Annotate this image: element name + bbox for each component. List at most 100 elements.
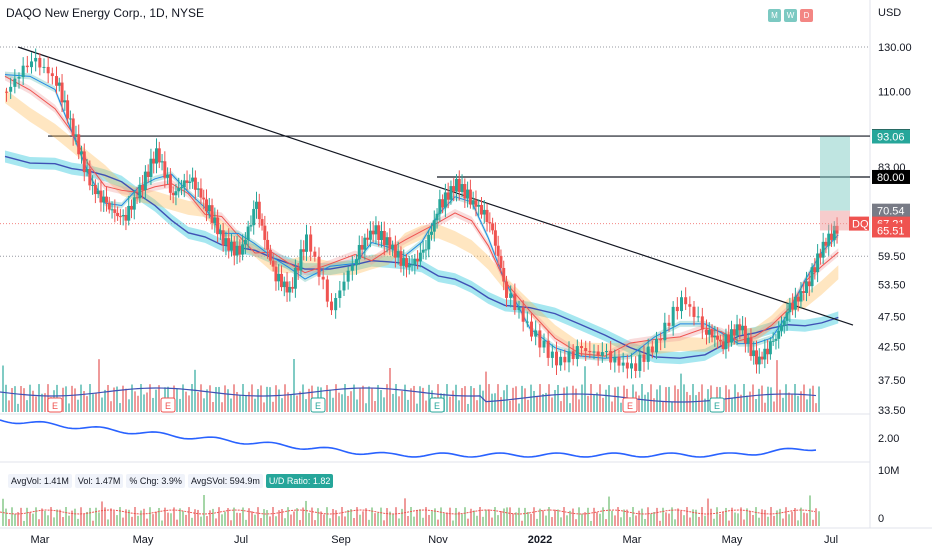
volume-bar (113, 387, 115, 412)
x-tick-label: Mar (623, 534, 642, 546)
candle-body (338, 290, 342, 299)
volume-bar (791, 394, 793, 412)
volume-bar (782, 397, 784, 412)
x-tick-label: Sep (331, 534, 351, 546)
volume-bar (593, 394, 595, 412)
volume-bar (383, 397, 385, 412)
volume-bar (815, 403, 817, 412)
lower-volume-bar (374, 513, 376, 526)
volume-bar (122, 385, 124, 412)
candle-body (777, 330, 781, 339)
volume-bar (539, 384, 541, 412)
lower-volume-bar (437, 519, 439, 526)
volume-bar (551, 397, 553, 412)
candle-body (724, 334, 728, 350)
badge-w[interactable]: W (784, 9, 797, 22)
lower-volume-bar (110, 508, 112, 526)
volume-bar (95, 392, 97, 412)
volume-bar (152, 397, 154, 412)
candle-body (684, 297, 688, 305)
volume-bar (800, 391, 802, 412)
lower-volume-bar (176, 519, 178, 526)
candle-body (268, 249, 272, 261)
candle-body (491, 223, 495, 231)
lower-volume-bar (143, 508, 145, 526)
lower-volume-bar (32, 513, 34, 526)
lower-volume-bar (722, 511, 724, 526)
lower-volume-bar (770, 507, 772, 526)
volume-bar (758, 388, 760, 412)
volume-bar (230, 398, 232, 412)
candle-body (827, 233, 831, 246)
price-tick-label: 37.50 (878, 375, 906, 387)
candle-body (493, 230, 497, 246)
volume-bar (365, 403, 367, 412)
lower-volume-bar (74, 508, 76, 526)
lower-volume-bar (71, 510, 73, 526)
candle-body (207, 205, 211, 212)
candle-body (642, 354, 646, 362)
volume-bar (743, 384, 745, 412)
lower-volume-bar (77, 518, 79, 526)
candle-body (93, 184, 97, 195)
badge-d[interactable]: D (800, 9, 813, 22)
volume-bar (26, 400, 28, 412)
candle-body (757, 356, 761, 365)
candle-body (196, 188, 200, 190)
candle-body (741, 325, 745, 331)
lower-volume-bar (419, 509, 421, 526)
lower-volume-bar (131, 516, 133, 526)
lower-volume-bar (455, 507, 457, 526)
candle-body (402, 258, 406, 266)
volume-bar (611, 401, 613, 412)
trendline (17, 46, 854, 326)
lower-volume-bar (509, 507, 511, 526)
volume-bar (299, 391, 301, 412)
candle-body (302, 249, 306, 252)
lower-volume-bar (320, 511, 322, 526)
volume-bar (812, 385, 814, 412)
candle-body (413, 258, 417, 265)
lower-volume-bar (470, 508, 472, 526)
candle-body (405, 258, 408, 268)
candle-body (191, 177, 195, 182)
candle-body (802, 291, 806, 294)
lower-volume-bar (575, 519, 577, 526)
lower-volume-bar (425, 507, 427, 526)
volume-average-line (0, 387, 817, 403)
badge-m[interactable]: M (768, 9, 781, 22)
candle-body (218, 230, 222, 235)
candle-body (559, 356, 563, 366)
volume-bar (371, 387, 373, 412)
lower-volume-bar (293, 511, 295, 526)
candle-body (66, 100, 70, 119)
price-tick-label: 33.50 (878, 405, 906, 417)
candle-body (325, 279, 329, 302)
lower-volume-bar (158, 507, 160, 526)
volume-bar (518, 403, 520, 412)
candle-body (746, 337, 750, 344)
volume-bar (773, 401, 775, 412)
earnings-marker-label: E (52, 401, 58, 411)
candle-body (521, 307, 525, 322)
lower-volume-bar (422, 517, 424, 526)
lower-volume-bar (314, 520, 316, 526)
volume-bar (89, 384, 91, 412)
volume-bar (767, 386, 769, 412)
lower-volume-bar (755, 507, 757, 526)
stat-ud-ratio: U/D Ratio: 1.82 (265, 474, 334, 488)
candle-body (446, 192, 450, 200)
volume-bar (704, 398, 706, 412)
candle-body (143, 171, 147, 191)
lower-volume-bar (620, 517, 622, 526)
volume-bar (185, 391, 187, 412)
lower-volume-bar (203, 495, 205, 526)
earnings-marker (47, 397, 63, 413)
timeframe-badges[interactable]: M W D (768, 9, 813, 22)
candle-body (813, 267, 817, 273)
candle-body (749, 337, 753, 357)
lower-volume-bar (269, 516, 271, 526)
lower-volume-bar (566, 515, 568, 526)
volume-bar (740, 394, 742, 412)
